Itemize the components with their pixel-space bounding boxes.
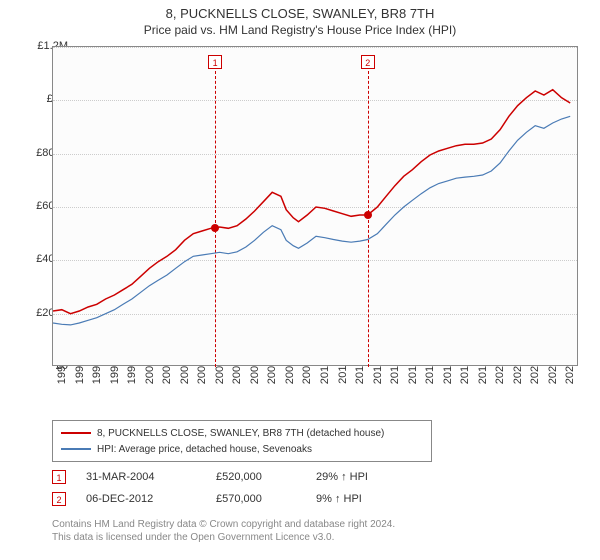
sale-delta-2: 9% ↑ HPI bbox=[316, 493, 416, 505]
sale-date-1: 31-MAR-2004 bbox=[86, 471, 216, 483]
series-property bbox=[53, 90, 570, 314]
footer: Contains HM Land Registry data © Crown c… bbox=[52, 518, 572, 544]
sales-row-1: 1 31-MAR-2004 £520,000 29% ↑ HPI bbox=[52, 466, 572, 488]
footer-line-2: This data is licensed under the Open Gov… bbox=[52, 531, 572, 544]
sale-price-2: £570,000 bbox=[216, 493, 316, 505]
footer-line-1: Contains HM Land Registry data © Crown c… bbox=[52, 518, 572, 531]
legend: 8, PUCKNELLS CLOSE, SWANLEY, BR8 7TH (de… bbox=[52, 420, 432, 462]
sales-table: 1 31-MAR-2004 £520,000 29% ↑ HPI 2 06-DE… bbox=[52, 466, 572, 510]
sale-marker-2-icon: 2 bbox=[52, 492, 66, 506]
sale-date-2: 06-DEC-2012 bbox=[86, 493, 216, 505]
legend-row-hpi: HPI: Average price, detached house, Seve… bbox=[61, 441, 423, 457]
sale-delta-1: 29% ↑ HPI bbox=[316, 471, 416, 483]
series-hpi bbox=[53, 116, 570, 325]
sale-price-1: £520,000 bbox=[216, 471, 316, 483]
chart-subtitle: Price paid vs. HM Land Registry's House … bbox=[0, 21, 600, 37]
chart-container: 8, PUCKNELLS CLOSE, SWANLEY, BR8 7TH Pri… bbox=[0, 0, 600, 560]
legend-swatch-hpi bbox=[61, 448, 91, 450]
legend-row-property: 8, PUCKNELLS CLOSE, SWANLEY, BR8 7TH (de… bbox=[61, 425, 423, 441]
legend-label-hpi: HPI: Average price, detached house, Seve… bbox=[97, 444, 312, 455]
sale-marker-1-icon: 1 bbox=[52, 470, 66, 484]
legend-label-property: 8, PUCKNELLS CLOSE, SWANLEY, BR8 7TH (de… bbox=[97, 428, 384, 439]
sale-dot bbox=[211, 224, 219, 232]
plot-area: 12 bbox=[52, 46, 578, 366]
chart-title: 8, PUCKNELLS CLOSE, SWANLEY, BR8 7TH bbox=[0, 0, 600, 21]
sales-row-2: 2 06-DEC-2012 £570,000 9% ↑ HPI bbox=[52, 488, 572, 510]
legend-swatch-property bbox=[61, 432, 91, 434]
line-plot bbox=[53, 47, 579, 367]
sale-dot bbox=[364, 211, 372, 219]
